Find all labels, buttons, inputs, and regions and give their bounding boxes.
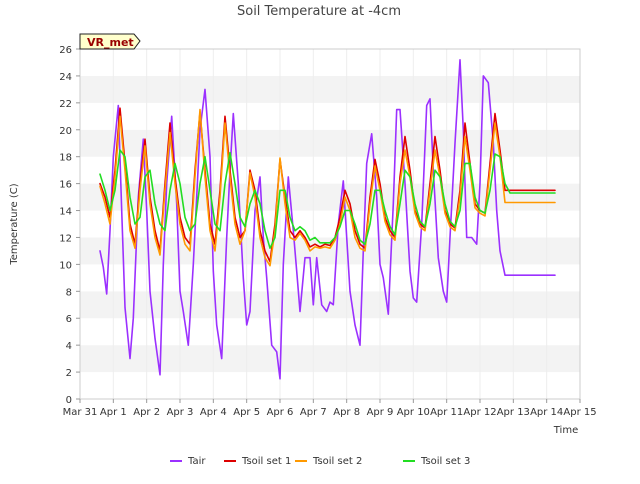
- y-tick-label: 26: [59, 45, 72, 56]
- grid-bands: [80, 49, 580, 399]
- x-tick-label: Apr 4: [200, 407, 227, 418]
- grid-band: [80, 291, 580, 319]
- x-tick-label: Apr 3: [167, 407, 194, 418]
- y-tick-label: 8: [66, 287, 72, 298]
- grid-band: [80, 102, 580, 130]
- y-tick-label: 20: [59, 126, 72, 137]
- grid-band: [80, 372, 580, 399]
- chart-title: Soil Temperature at -4cm: [237, 4, 401, 19]
- grid-band: [80, 156, 580, 184]
- station-label: VR_met: [87, 36, 134, 49]
- x-axis-label: Time: [553, 425, 578, 436]
- grid-band: [80, 49, 580, 76]
- grid-band: [80, 75, 580, 103]
- legend-label: Tsoil set 1: [241, 456, 291, 467]
- y-tick-label: 10: [59, 260, 72, 271]
- grid-band: [80, 237, 580, 265]
- y-tick-label: 24: [59, 72, 72, 83]
- x-tick-label: Apr 14: [530, 407, 563, 418]
- grid-band: [80, 345, 580, 373]
- x-axis: Mar 31 Apr 1 Apr 2 Apr 3 Apr 4 Apr 5 Apr 6 Apr …: [63, 399, 597, 418]
- grid-band: [80, 318, 580, 346]
- x-tick-label: Apr 7: [300, 407, 327, 418]
- station-label-shape: [79, 33, 141, 50]
- x-tick-label: Apr 1: [100, 407, 127, 418]
- series-line-tsoil-set-2: [99, 108, 556, 267]
- legend-label: Tair: [187, 456, 206, 467]
- x-tick-label: Apr 13: [497, 407, 530, 418]
- station-label-box: VR_met: [79, 33, 141, 50]
- x-tick-label: Apr 12: [463, 407, 496, 418]
- legend: Tair Tsoil set 1 Tsoil set 2 Tsoil set 3: [170, 456, 470, 467]
- series-line-tair: [99, 58, 556, 380]
- x-tick-label: Apr 11: [430, 407, 463, 418]
- x-tick-label: Apr 5: [233, 407, 260, 418]
- legend-label: Tsoil set 2: [312, 456, 362, 467]
- y-tick-label: 18: [59, 153, 72, 164]
- y-tick-label: 22: [59, 99, 72, 110]
- y-tick-label: 12: [59, 233, 72, 244]
- grid-band: [80, 129, 580, 157]
- y-tick-label: 2: [66, 368, 72, 379]
- series-line-tsoil-set-3: [99, 149, 556, 249]
- x-tick-label: Apr 2: [133, 407, 160, 418]
- y-tick-label: 16: [59, 180, 72, 191]
- plot-frame: [79, 48, 581, 400]
- x-tick-label: Apr 15: [563, 407, 596, 418]
- y-tick-label: 4: [66, 341, 72, 352]
- x-tick-label: Apr 8: [333, 407, 360, 418]
- x-tick-label: Apr 9: [367, 407, 394, 418]
- y-tick-label: 6: [66, 314, 72, 325]
- x-tick-label: Apr 10: [397, 407, 430, 418]
- y-axis-label: Temperature (C): [9, 183, 20, 265]
- x-tick-label: Apr 6: [267, 407, 294, 418]
- series-lines: [99, 58, 556, 380]
- grid-band: [80, 264, 580, 292]
- x-tick-label: Mar 31: [63, 407, 98, 418]
- y-tick-label: 14: [59, 207, 72, 218]
- legend-label: Tsoil set 3: [420, 456, 470, 467]
- y-tick-label: 0: [66, 395, 72, 406]
